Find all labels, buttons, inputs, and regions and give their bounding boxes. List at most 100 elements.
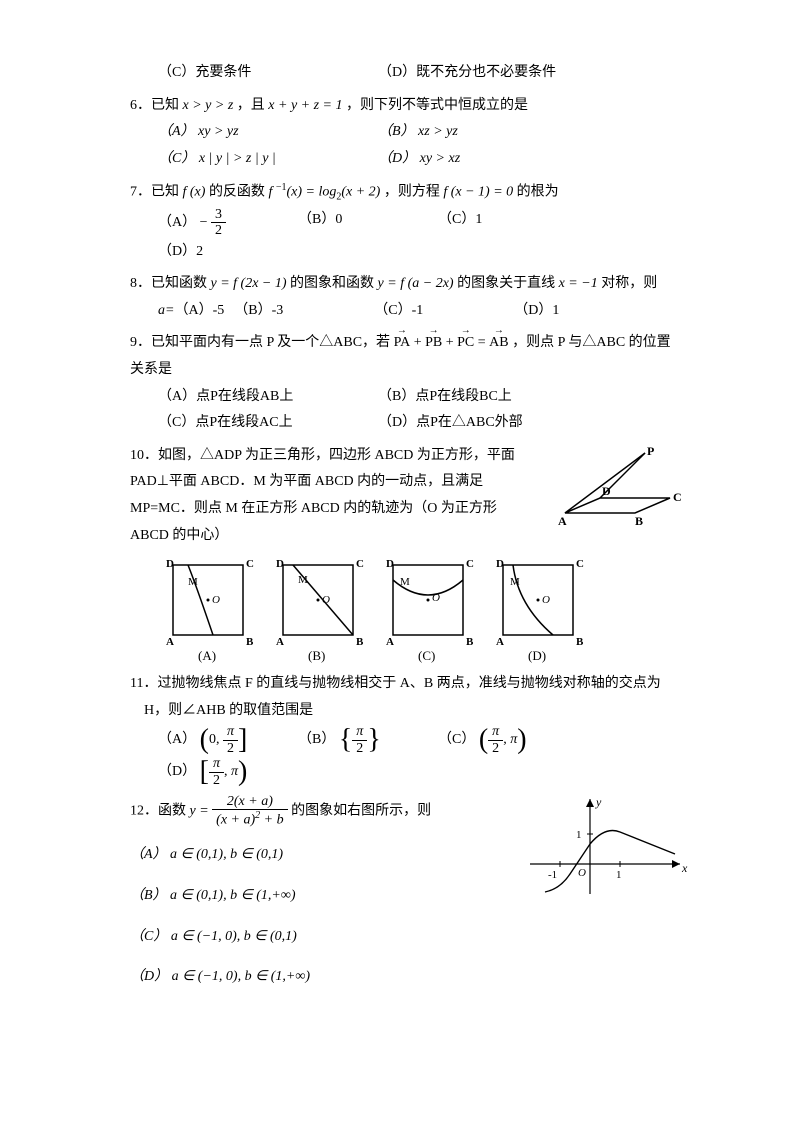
q9-post: 关系是	[130, 362, 172, 377]
q12-c: （C） a ∈ (−1, 0), b ∈ (0,1)	[130, 924, 520, 951]
svg-text:B: B	[576, 636, 584, 648]
svg-text:M: M	[298, 574, 308, 586]
svg-text:D: D	[602, 484, 611, 498]
q9-a: （A）点P在线段AB上	[158, 384, 358, 411]
svg-text:P: P	[647, 444, 654, 458]
q9-pre: 9．已知平面内有一点 P 及一个△ABC，若	[130, 335, 390, 350]
svg-text:D: D	[276, 558, 284, 570]
q6-opt-b: （B） xz > yz	[378, 119, 578, 146]
q5-opt-c: （C）充要条件	[158, 60, 358, 87]
q12-post: 的图象如右图所示，则	[291, 803, 431, 818]
q11-b: （B） {π2}	[298, 724, 418, 756]
q12-yeq: y =	[190, 803, 213, 818]
q6-math2: x + y + z = 1	[268, 98, 342, 113]
q9-pa: PA	[394, 330, 411, 357]
question-12: 12．函数 y = 2(x + a) (x + a)2 + b 的图象如右图所示…	[130, 794, 690, 991]
svg-text:x: x	[681, 861, 688, 875]
question-10: 10．如图，△ADP 为正三角形，四边形 ABCD 为正方形，平面 PAD⊥平面…	[130, 443, 690, 549]
q11-c: （C） (π2, π)	[438, 724, 558, 756]
q12-d: （D） a ∈ (−1, 0), b ∈ (1,+∞)	[130, 964, 520, 991]
svg-text:B: B	[356, 636, 364, 648]
q8-post: 对称，则	[601, 276, 657, 291]
svg-text:O: O	[322, 594, 330, 606]
q9-b: （B）点P在线段BC上	[378, 384, 578, 411]
question-8: 8．已知函数 y = f (2x − 1) 的图象和函数 y = f (a − …	[130, 271, 690, 324]
q8-a: （A）-5	[174, 303, 224, 318]
svg-text:M: M	[188, 576, 198, 588]
svg-text:B: B	[635, 514, 643, 528]
svg-text:C: C	[466, 558, 474, 570]
q8-mid2: 的图象关于直线	[457, 276, 555, 291]
svg-text:O: O	[542, 594, 550, 606]
svg-text:A: A	[166, 636, 174, 648]
q7-mid: 的反函数	[209, 185, 265, 200]
svg-text:(C): (C)	[418, 648, 435, 663]
q11-d: （D） [π2, π)	[158, 756, 278, 788]
q8-c: （C）-1	[374, 298, 494, 325]
q7-f: f (x)	[183, 185, 209, 200]
svg-text:(B): (B)	[308, 648, 325, 663]
q6-opt-a: （A） xy > yz	[158, 119, 358, 146]
q6-math1: x > y > z	[183, 98, 237, 113]
q7-finv-arg: (x) = log	[286, 185, 336, 200]
q8-line: x = −1	[559, 276, 598, 291]
svg-text:C: C	[673, 490, 682, 504]
q10-l2: PAD⊥平面 ABCD．M 为平面 ABCD 内的一动点，且满足	[130, 469, 550, 496]
q6-post: ，则下列不等式中恒成立的是	[346, 98, 528, 113]
svg-text:1: 1	[576, 829, 582, 841]
q8-b: （B）-3	[234, 298, 354, 325]
q9-mid: ，则点 P 与△ABC 的位置	[512, 335, 671, 350]
svg-text:B: B	[246, 636, 254, 648]
svg-text:C: C	[576, 558, 584, 570]
q8-f1: y = f (2x − 1)	[211, 276, 291, 291]
q8-f2: y = f (a − 2x)	[378, 276, 458, 291]
q9-pb: PB	[425, 330, 442, 357]
q8-mid: 的图象和函数	[290, 276, 374, 291]
q8-aeq: a=	[158, 303, 174, 318]
svg-text:1: 1	[616, 869, 622, 881]
question-7: 7．已知 f (x) 的反函数 f −1(x) = log2(x + 2) ，则…	[130, 178, 690, 265]
q7-a-label: （A）	[158, 215, 196, 230]
q7-opt-d: （D）2	[158, 239, 278, 266]
q7-a-num: 3	[211, 207, 226, 223]
q12-b: （B） a ∈ (0,1), b ∈ (1,+∞)	[130, 883, 520, 910]
question-6: 6．已知 x > y > z ，且 x + y + z = 1 ，则下列不等式中…	[130, 93, 690, 173]
q12-a: （A） a ∈ (0,1), b ∈ (0,1)	[130, 842, 520, 869]
svg-text:y: y	[595, 795, 602, 809]
svg-text:A: A	[558, 514, 567, 528]
svg-text:M: M	[400, 576, 410, 588]
svg-text:D: D	[166, 558, 174, 570]
q7-finv-exp: −1	[276, 182, 287, 193]
svg-text:C: C	[356, 558, 364, 570]
svg-text:A: A	[276, 636, 284, 648]
q7-a-frac: 3 2	[211, 207, 226, 239]
svg-text:B: B	[466, 636, 474, 648]
svg-text:O: O	[578, 867, 586, 879]
svg-text:(A): (A)	[198, 648, 216, 663]
q10-figure-3d: P A B C D	[550, 443, 690, 533]
q12-pre: 12．函数	[130, 803, 190, 818]
q10-l3: MP=MC．则点 M 在正方形 ABCD 内的轨迹为（O 为正方形	[130, 496, 550, 523]
q7-a-den: 2	[211, 223, 226, 238]
q12-den: (x + a)2 + b	[212, 810, 287, 828]
q9-ab: AB	[489, 330, 508, 357]
q7-mid2: ，则方程	[384, 185, 440, 200]
svg-text:O: O	[432, 592, 440, 604]
q7-post: 的根为	[517, 185, 559, 200]
q7-opt-c: （C）1	[438, 207, 558, 239]
q10-l4: ABCD 的中心）	[130, 523, 550, 550]
q6-opt-d: （D） xy > xz	[378, 146, 578, 173]
q11-a: （A） (0, π2]	[158, 724, 278, 756]
svg-text:C: C	[246, 558, 254, 570]
q7-a-neg: −	[200, 215, 208, 230]
svg-text:D: D	[496, 558, 504, 570]
svg-text:M: M	[510, 576, 520, 588]
q6-opt-c: （C） x | y | > z | y |	[158, 146, 358, 173]
svg-text:-1: -1	[548, 869, 557, 881]
svg-text:(D): (D)	[528, 648, 546, 663]
q6-mid: ，且	[237, 98, 265, 113]
svg-text:A: A	[496, 636, 504, 648]
question-5-tail: （C）充要条件 （D）既不充分也不必要条件	[130, 60, 690, 87]
q12-graph: x y 1 1 -1 O	[520, 794, 690, 904]
q7-log-arg: (x + 2)	[341, 185, 380, 200]
